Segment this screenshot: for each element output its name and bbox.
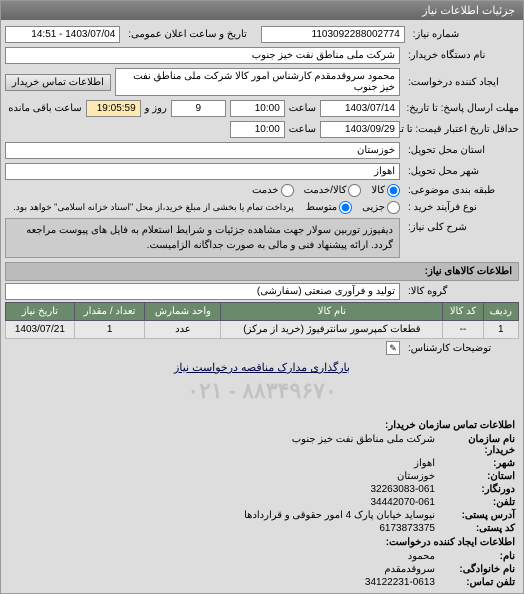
td-qty: 1 xyxy=(74,321,145,339)
city-label: شهر محل تحویل: xyxy=(404,166,519,177)
validity-time-field: 10:00 xyxy=(230,121,285,138)
public-dt-field: 1403/07/04 - 14:51 xyxy=(5,26,120,43)
table-row: 1 -- قطعات کمپرسور سانترفیوژ (خرید از مر… xyxy=(6,321,519,339)
row-send-deadline: مهلت ارسال پاسخ: تا تاریخ: 1403/07/14 سا… xyxy=(5,98,519,119)
edit-icon[interactable]: ✎ xyxy=(386,341,400,355)
desc-text: دیفیوزر توربین سولار جهت مشاهده جزئیات و… xyxy=(5,218,400,258)
contact-province: استان:خوزستان xyxy=(5,470,519,483)
td-name: قطعات کمپرسور سانترفیوژ (خرید از مرکز) xyxy=(221,321,443,339)
province-field: خوزستان xyxy=(5,142,400,159)
row-buy-type: نوع فرآیند خرید : جزیی متوسط پرداخت تمام… xyxy=(5,199,519,216)
contact-org: نام سازمان خریدار:شرکت ملی مناطق نفت خیز… xyxy=(5,433,519,457)
radio-motevaset[interactable]: متوسط xyxy=(306,201,352,214)
creator-fname: نام:محمود xyxy=(5,550,519,563)
table-header-row: ردیف کد کالا نام کالا واحد شمارش تعداد /… xyxy=(6,303,519,321)
validity-date-field: 1403/09/29 xyxy=(320,121,400,138)
row-province: استان محل تحویل: خوزستان xyxy=(5,140,519,161)
th-date: تاریخ نیاز xyxy=(6,303,75,321)
th-unit: واحد شمارش xyxy=(145,303,221,321)
requester-field: محمود سروقدمقدم کارشناس امور کالا شرکت م… xyxy=(115,68,400,96)
th-row: ردیف xyxy=(483,303,518,321)
remain-label: ساعت باقی مانده xyxy=(8,103,81,114)
th-code: کد کالا xyxy=(443,303,483,321)
th-qty: تعداد / مقدار xyxy=(74,303,145,321)
row-edit: توضیحات کارشناس: ✎ xyxy=(5,339,519,357)
row-validity: حداقل تاریخ اعتبار قیمت: تا تاریخ: 1403/… xyxy=(5,119,519,140)
main-panel: جزئیات اطلاعات نیاز شماره نیاز: 11030922… xyxy=(0,0,524,594)
link-bar: بارگذاری مدارک مناقصه درخواست نیاز xyxy=(5,357,519,378)
th-name: نام کالا xyxy=(221,303,443,321)
radio-jozi-input[interactable] xyxy=(387,201,400,214)
creator-phone: تلفن تماس:34122231-0613 xyxy=(5,576,519,589)
contact-title: اطلاعات تماس سازمان خریدار: xyxy=(5,418,519,433)
buyer-org-label: نام دستگاه خریدار: xyxy=(404,50,519,61)
requester-label: ایجاد کننده درخواست: xyxy=(404,77,519,88)
watermark-text: ۸۸۳۴۹۶۷۰ - ۰۲۱ xyxy=(5,378,519,404)
edit-label: توضیحات کارشناس: xyxy=(404,343,519,354)
group-label: گروه کالا: xyxy=(404,286,519,297)
panel-title: جزئیات اطلاعات نیاز xyxy=(1,1,523,20)
row-category: طبقه بندی موضوعی: کالا کالا/خدمت خدمت xyxy=(5,182,519,199)
send-time-field: 10:00 xyxy=(230,100,285,117)
days-field: 9 xyxy=(171,100,226,117)
radio-kala-khedmat-input[interactable] xyxy=(348,184,361,197)
contact-zip: کد پستی:6173873375 xyxy=(5,522,519,535)
city-field: اهواز xyxy=(5,163,400,180)
watermark-area: ۸۸۳۴۹۶۷۰ - ۰۲۱ xyxy=(5,378,519,418)
creator-title: اطلاعات ایجاد کننده درخواست: xyxy=(5,535,519,550)
validity-label: حداقل تاریخ اعتبار قیمت: تا تاریخ: xyxy=(404,124,519,135)
row-group: گروه کالا: تولید و فرآوری صنعتی (سفارشی) xyxy=(5,281,519,302)
contact-city: شهر:اهواز xyxy=(5,457,519,470)
remain-time-field: 19:05:59 xyxy=(86,100,141,117)
time-label-1: ساعت xyxy=(289,103,316,114)
days-label: روز و xyxy=(145,103,167,114)
row-number: شماره نیاز: 1103092288002774 تاریخ و ساع… xyxy=(5,24,519,45)
radio-kala-input[interactable] xyxy=(387,184,400,197)
goods-table: ردیف کد کالا نام کالا واحد شمارش تعداد /… xyxy=(5,302,519,339)
buy-type-label: نوع فرآیند خرید : xyxy=(404,202,519,213)
td-code: -- xyxy=(443,321,483,339)
radio-jozi[interactable]: جزیی xyxy=(362,201,400,214)
send-date-field: 1403/07/14 xyxy=(320,100,400,117)
row-buyer-org: نام دستگاه خریدار: شرکت ملی مناطق نفت خی… xyxy=(5,45,519,66)
radio-khedmat-input[interactable] xyxy=(281,184,294,197)
public-dt-label: تاریخ و ساعت اعلان عمومی: xyxy=(124,29,247,40)
td-unit: عدد xyxy=(145,321,221,339)
group-field: تولید و فرآوری صنعتی (سفارشی) xyxy=(5,283,400,300)
row-requester: ایجاد کننده درخواست: محمود سروقدمقدم کار… xyxy=(5,66,519,98)
radio-khedmat[interactable]: خدمت xyxy=(252,184,294,197)
time-label-2: ساعت xyxy=(289,124,316,135)
row-desc: شرح کلی نیاز: دیفیوزر توربین سولار جهت م… xyxy=(5,216,519,260)
category-label: طبقه بندی موضوعی: xyxy=(404,185,519,196)
goods-section-title: اطلاعات کالاهای نیاز: xyxy=(5,262,519,281)
td-row: 1 xyxy=(483,321,518,339)
panel-body: شماره نیاز: 1103092288002774 تاریخ و ساع… xyxy=(1,20,523,593)
buyer-org-field: شرکت ملی مناطق نفت خیز جنوب xyxy=(5,47,400,64)
number-field: 1103092288002774 xyxy=(261,26,405,43)
number-label: شماره نیاز: xyxy=(409,29,519,40)
creator-lname: نام خانوادگی:سروقدمقدم xyxy=(5,563,519,576)
radio-kala-khedmat[interactable]: کالا/خدمت xyxy=(304,184,362,197)
upload-docs-link[interactable]: بارگذاری مدارک مناقصه درخواست نیاز xyxy=(174,362,350,374)
category-radio-group: کالا کالا/خدمت خدمت xyxy=(252,184,400,197)
buy-note: پرداخت تمام یا بخشی از مبلغ خرید،از محل … xyxy=(13,202,293,213)
row-city: شهر محل تحویل: اهواز xyxy=(5,161,519,182)
buy-type-radio-group: جزیی متوسط xyxy=(306,201,400,214)
send-deadline-label: مهلت ارسال پاسخ: تا تاریخ: xyxy=(404,103,519,114)
province-label: استان محل تحویل: xyxy=(404,145,519,156)
td-date: 1403/07/21 xyxy=(6,321,75,339)
contact-phone: تلفن:34442070-061 xyxy=(5,496,519,509)
desc-label: شرح کلی نیاز: xyxy=(404,218,519,233)
radio-motevaset-input[interactable] xyxy=(339,201,352,214)
contact-postal: آدرس پستی:نیوساید خیابان پارک 4 امور حقو… xyxy=(5,509,519,522)
radio-kala[interactable]: کالا xyxy=(371,184,400,197)
contact-info-button[interactable]: اطلاعات تماس خریدار xyxy=(5,74,111,91)
contact-fax: دورنگار:32263083-061 xyxy=(5,483,519,496)
